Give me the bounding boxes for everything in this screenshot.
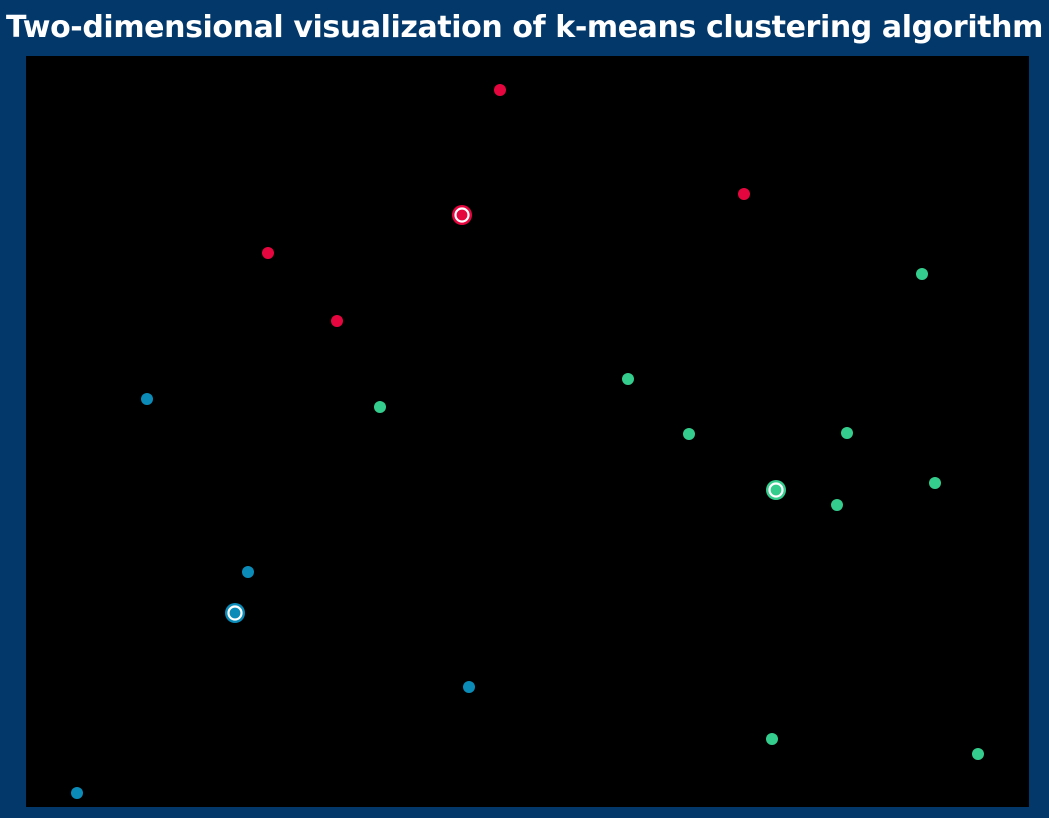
centroid-ring-green [768,482,784,498]
data-point-blue-1[interactable] [141,393,153,405]
data-point-green-8[interactable] [766,733,778,745]
centroid-ring-red [454,207,470,223]
data-point-red-4[interactable] [331,315,343,327]
data-point-red-3[interactable] [262,247,274,259]
data-point-red-2[interactable] [738,188,750,200]
cluster-red [262,84,750,327]
cluster-plot[interactable] [26,56,1029,807]
data-point-blue-2[interactable] [242,566,254,578]
plot-canvas[interactable] [26,56,1029,807]
data-point-green-3[interactable] [374,401,386,413]
centroid-ring-blue [227,605,243,621]
data-point-blue-4[interactable] [71,787,83,799]
page-title: Two-dimensional visualization of k-means… [6,10,1043,45]
data-point-green-7[interactable] [831,499,843,511]
data-point-green-2[interactable] [622,373,634,385]
data-point-green-1[interactable] [916,268,928,280]
data-point-green-9[interactable] [972,748,984,760]
data-point-blue-3[interactable] [463,681,475,693]
cluster-green [374,268,984,760]
data-point-red-1[interactable] [494,84,506,96]
data-point-green-4[interactable] [683,428,695,440]
data-point-green-6[interactable] [929,477,941,489]
data-point-green-5[interactable] [841,427,853,439]
cluster-blue [71,393,475,799]
